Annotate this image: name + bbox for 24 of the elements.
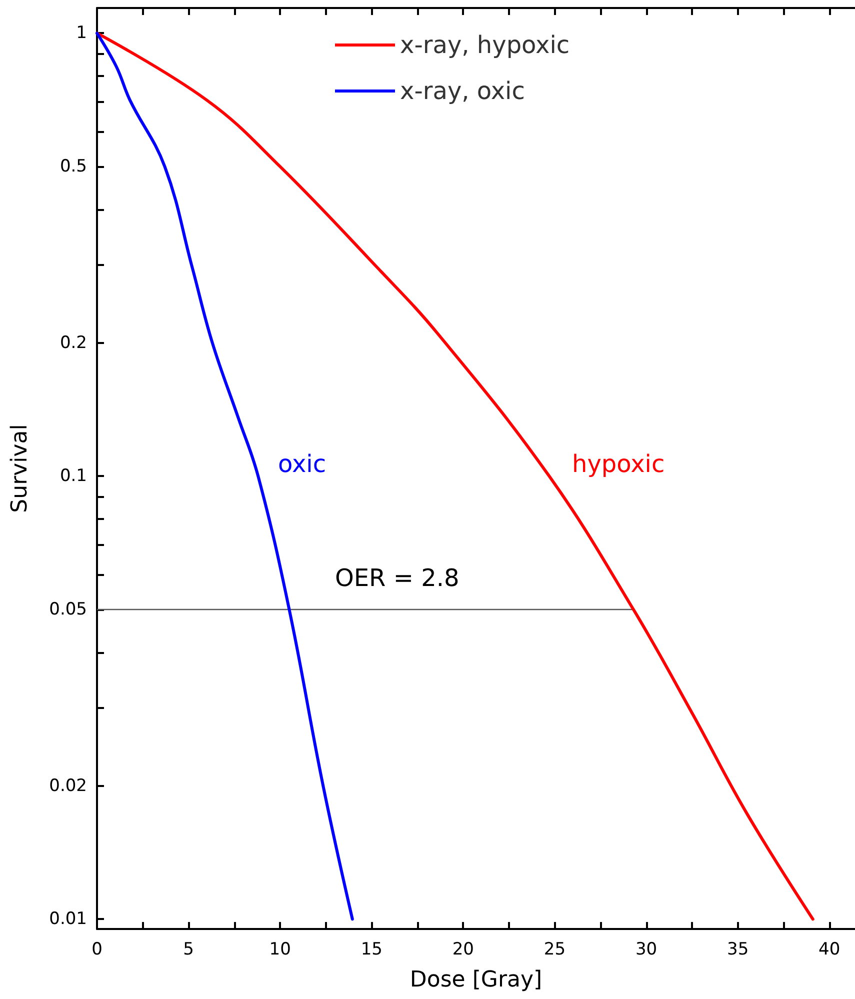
line-series [96, 32, 814, 921]
x-tick-label: 30 [635, 940, 658, 960]
x-tick-label: 5 [183, 940, 194, 960]
y-tick-label: 0.01 [49, 909, 87, 930]
y-tick-label: 0.05 [49, 600, 87, 620]
x-tick-label: 20 [452, 940, 474, 960]
y-tick-label: 0.2 [60, 332, 87, 353]
x-tick-label: 15 [360, 940, 382, 960]
y-tick-label: 0.5 [60, 156, 87, 177]
x-tick-label: 0 [92, 940, 102, 960]
y-tick-label: 1 [76, 23, 87, 44]
legend-label: x-ray, oxic [400, 77, 525, 105]
x-tick-label: 40 [818, 940, 840, 960]
annotation: oxic [278, 450, 326, 478]
x-axis-title: Dose [Gray] [410, 968, 542, 992]
annotation: hypoxic [572, 450, 665, 478]
y-axis-title: Survival [8, 424, 32, 513]
x-tick-label: 35 [727, 940, 749, 960]
x-tick-label: 10 [269, 940, 291, 960]
y-tick-label: 0.1 [60, 466, 87, 486]
legend-label: x-ray, hypoxic [400, 31, 570, 59]
x-tick-label: 25 [544, 940, 566, 960]
y-tick-label: 0.02 [49, 776, 87, 796]
annotation: OER = 2.8 [335, 564, 460, 592]
